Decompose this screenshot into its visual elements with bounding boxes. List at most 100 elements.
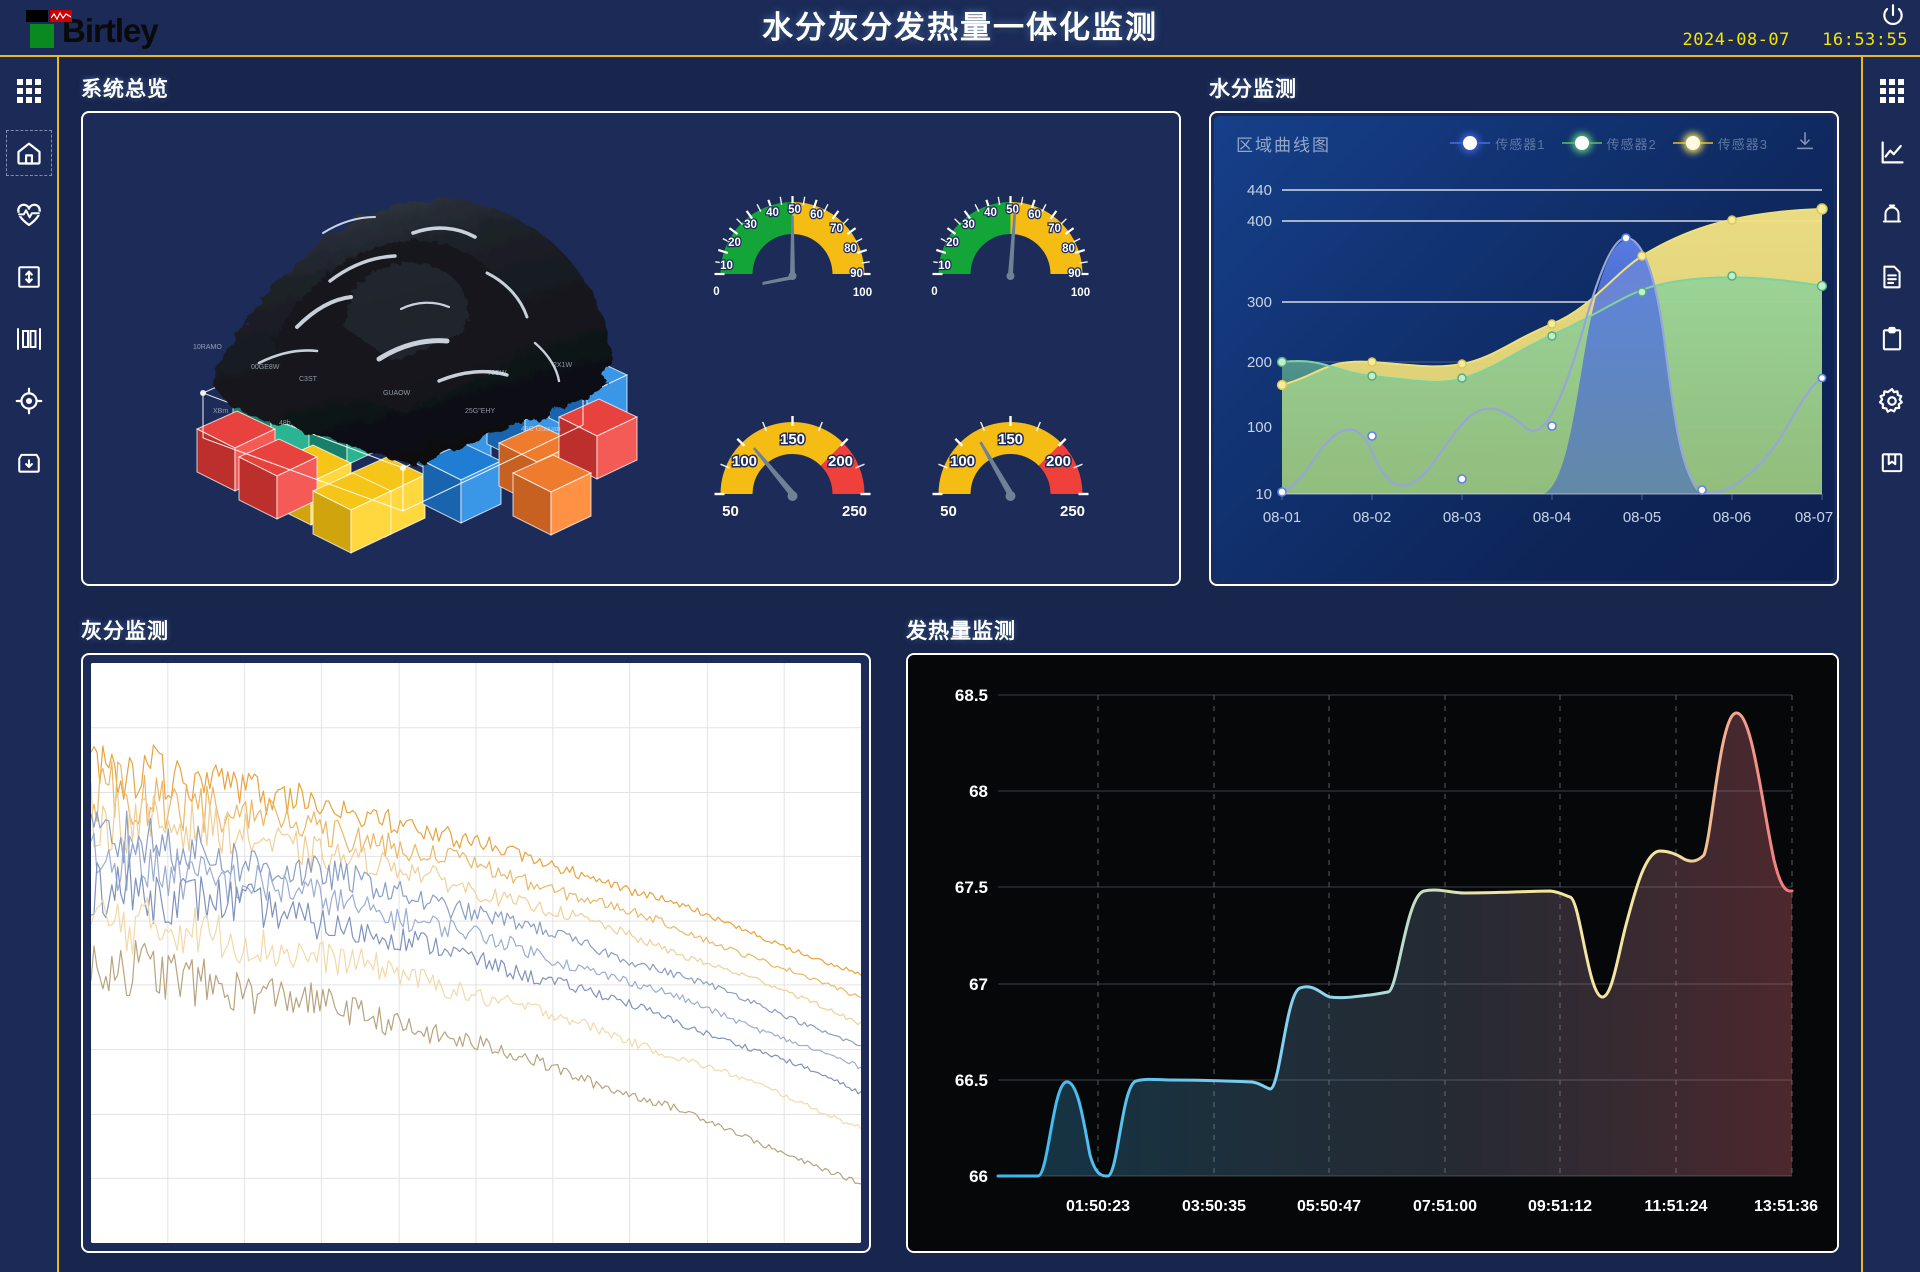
clipboard-icon[interactable] [1874, 321, 1910, 357]
legend-marker-sensor2 [1561, 136, 1602, 150]
svg-text:11:51:24: 11:51:24 [1644, 1198, 1707, 1215]
panel-ash: 灰分监测 [81, 615, 871, 1255]
gear-icon[interactable] [1874, 383, 1910, 419]
ash-series-line [90, 896, 862, 1130]
ash-title: 灰分监测 [81, 620, 169, 643]
page-title: 水分灰分发热量一体化监测 [762, 10, 1158, 45]
legend-item-sensor2[interactable]: 传感器2 [1561, 134, 1657, 153]
svg-text:30: 30 [744, 219, 757, 231]
calorific-chart[interactable]: 68.5 68 67.5 67 66.5 66 01:50:23 03:50:35… [908, 655, 1837, 1251]
legend-label-sensor2: 传感器2 [1606, 136, 1657, 152]
moisture-box: 区域曲线图 传感器1 传感器2 [1209, 111, 1839, 586]
svg-text:60: 60 [810, 209, 823, 221]
svg-text:80: 80 [844, 243, 857, 255]
coal-pile-3d-visual[interactable]: 00GE8W C3ST GUAOW 25G"EHY T3EW 2X1W XBm 48b … [83, 113, 683, 584]
bar-chart-icon[interactable] [11, 321, 47, 357]
series-points-sensor2 [1276, 271, 1828, 383]
overview-box: 00GE8W C3ST GUAOW 25G"EHY T3EW 2X1W XBm 48b … [81, 111, 1181, 586]
svg-text:09:51:12: 09:51:12 [1528, 1198, 1592, 1215]
moisture-area-chart[interactable]: 440 400 300 200 100 10 [1214, 164, 1834, 581]
legend-item-sensor1[interactable]: 传感器1 [1450, 134, 1545, 153]
svg-text:20: 20 [946, 237, 959, 249]
svg-text:300: 300 [1247, 294, 1272, 311]
home-icon[interactable] [5, 130, 52, 176]
pulse-icon[interactable] [11, 197, 47, 233]
svg-text:80: 80 [1062, 243, 1075, 255]
svg-text:48C Guuuan: 48C Guuuan [521, 426, 561, 433]
grid-icon[interactable] [11, 73, 47, 109]
ash-spectral-chart[interactable] [90, 663, 862, 1243]
svg-text:20: 20 [728, 237, 741, 249]
ash-series-line [90, 940, 862, 1185]
inbox-download-icon[interactable] [11, 445, 47, 481]
bell-icon[interactable] [1874, 197, 1910, 233]
moisture-title: 水分监测 [1209, 78, 1297, 101]
gauge-ash-1: 50 100 150 200 250 [705, 386, 880, 521]
svg-text:50: 50 [940, 503, 957, 520]
svg-text:01:50:23: 01:50:23 [1066, 1198, 1130, 1215]
svg-text:150: 150 [997, 431, 1022, 448]
calorific-title: 发热量监测 [906, 620, 1016, 643]
target-icon[interactable] [11, 383, 47, 419]
svg-text:70: 70 [830, 223, 843, 235]
ash-series-line [90, 782, 862, 1026]
svg-text:10: 10 [938, 260, 951, 272]
moisture-chart-header: 区域曲线图 传感器1 传感器2 [1236, 128, 1816, 158]
svg-text:30: 30 [962, 219, 975, 231]
series-points-sensor1 [1277, 233, 1827, 497]
panel-calorific: 发热量监测 [906, 615, 1839, 1255]
book-icon[interactable] [1874, 445, 1910, 481]
grid-icon[interactable] [1874, 73, 1910, 109]
document-icon[interactable] [1874, 259, 1910, 295]
svg-text:70: 70 [1048, 223, 1061, 235]
svg-text:08-01: 08-01 [1263, 509, 1301, 526]
left-sidebar [0, 57, 59, 1272]
series-area-sensor1 [1544, 239, 1700, 494]
svg-text:10RAMO: 10RAMO [193, 344, 222, 351]
svg-text:67: 67 [969, 975, 988, 994]
gauge-moisture-1: 0 10 20 30 40 50 60 70 80 90 100 [705, 166, 880, 301]
svg-text:03:50:35: 03:50:35 [1182, 1198, 1246, 1215]
svg-text:13:51:36: 13:51:36 [1754, 1198, 1818, 1215]
svg-text:100: 100 [852, 287, 871, 299]
svg-text:0: 0 [713, 286, 719, 298]
svg-text:250: 250 [1059, 503, 1084, 520]
panel-moisture: 水分监测 区域曲线图 传感器1 [1209, 73, 1839, 588]
ash-series-line [90, 832, 862, 1070]
svg-text:68: 68 [969, 782, 988, 801]
logo-mark-icon [26, 6, 72, 48]
dashboard-stage: 系统总览 [61, 59, 1859, 1272]
svg-text:250: 250 [841, 503, 866, 520]
brand-name: Birtley [62, 12, 159, 49]
clock: 2024-08-07 16:53:55 [1683, 30, 1908, 50]
svg-text:25G"EHY: 25G"EHY [465, 408, 495, 415]
svg-text:67.5: 67.5 [955, 878, 988, 897]
svg-text:66: 66 [969, 1167, 988, 1186]
ash-series-line [90, 810, 862, 1047]
svg-text:10: 10 [1255, 486, 1272, 503]
svg-text:08-04: 08-04 [1533, 509, 1571, 526]
legend-label-sensor1: 传感器1 [1495, 136, 1546, 152]
svg-text:40: 40 [766, 207, 779, 219]
clock-date: 2024-08-07 [1682, 30, 1790, 50]
line-chart-icon[interactable] [1874, 135, 1910, 171]
clock-time: 16:53:55 [1822, 30, 1908, 50]
calorific-area [998, 712, 1792, 1176]
svg-text:00GE8W: 00GE8W [251, 364, 280, 371]
power-icon[interactable] [1880, 2, 1906, 28]
panel-overview: 系统总览 [81, 73, 1181, 588]
download-icon[interactable] [1794, 130, 1816, 157]
svg-text:50: 50 [1006, 204, 1019, 216]
svg-text:100: 100 [949, 453, 974, 470]
vertical-arrows-icon[interactable] [11, 259, 47, 295]
svg-text:68.5: 68.5 [955, 686, 988, 705]
moisture-chart-card: 区域曲线图 传感器1 传感器2 [1214, 116, 1834, 581]
gauge-moisture-2: 0 10 20 30 40 50 60 70 80 90 100 [923, 166, 1098, 301]
ash-series-line [90, 761, 862, 999]
svg-text:08-02: 08-02 [1353, 509, 1391, 526]
svg-text:40: 40 [984, 207, 997, 219]
legend-item-sensor3[interactable]: 传感器3 [1672, 134, 1768, 153]
legend-marker-sensor1 [1450, 136, 1491, 150]
svg-text:200: 200 [827, 453, 852, 470]
svg-text:08-03: 08-03 [1443, 509, 1481, 526]
